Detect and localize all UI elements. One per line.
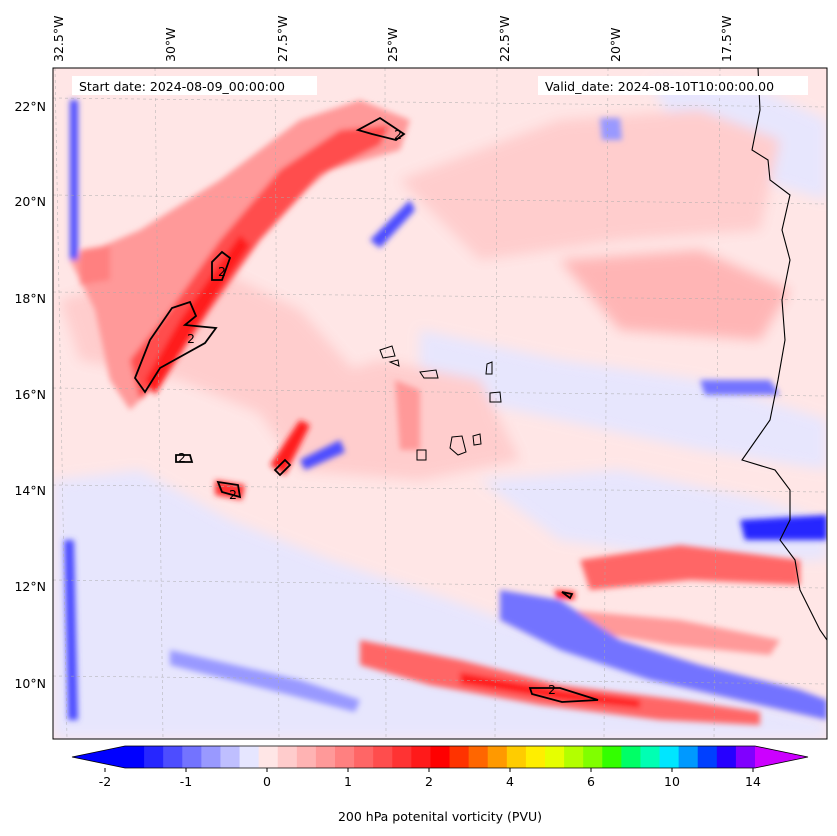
contour-label: 2 [187, 331, 195, 346]
contour-label: 2 [229, 487, 237, 502]
colorbar-swatch [144, 746, 164, 768]
lat-tick-label: 16°N [14, 387, 46, 402]
colorbar-swatch [373, 746, 393, 768]
start-date-box: Start date: 2024-08-09_00:00:00 [72, 76, 317, 95]
colorbar-tick-label: 4 [506, 774, 514, 789]
map-gridlines [53, 68, 827, 739]
colorbar-swatch [182, 746, 202, 768]
colorbar-swatch [602, 746, 622, 768]
colorbar-swatch [468, 746, 489, 768]
colorbar-tick-label: 14 [745, 774, 761, 789]
colorbar-swatch [239, 746, 260, 768]
colorbar-min-extend [72, 746, 125, 768]
pv-field: 2 2 2 2 2 2 [53, 68, 827, 739]
colorbar-swatch [678, 746, 699, 768]
lon-tick-label: 27.5°W [275, 16, 290, 62]
colorbar-tick-label: -1 [180, 774, 192, 789]
colorbar-swatch [640, 746, 661, 768]
colorbar-swatch [621, 746, 641, 768]
islands [379, 345, 502, 461]
colorbar-swatch [220, 746, 241, 768]
start-date-text: Start date: 2024-08-09_00:00:00 [79, 79, 285, 94]
lon-tick-label: 25°W [385, 27, 400, 62]
lon-tick-label: 17.5°W [719, 16, 734, 62]
colorbar-swatch [315, 746, 336, 768]
colorbar-swatch [201, 746, 221, 768]
colorbar-tick-label: -2 [99, 774, 111, 789]
lon-tick-label: 22.5°W [497, 16, 512, 62]
lat-tick-label: 14°N [14, 483, 46, 498]
colorbar-swatch [506, 746, 527, 768]
contour-label: 2 [548, 682, 556, 697]
lon-tick-label: 20°W [608, 27, 623, 62]
colorbar-swatch [716, 746, 737, 768]
latitude-tick-labels: 22°N 20°N 18°N 16°N 14°N 12°N 10°N [14, 99, 46, 691]
contour-label: 2 [218, 264, 226, 279]
colorbar-max-extend [755, 746, 808, 768]
colorbar-tick-label: 10 [664, 774, 680, 789]
colorbar-swatch [735, 746, 756, 768]
contour-label: 2 [394, 127, 402, 142]
colorbar-swatch [525, 746, 546, 768]
contour-labels: 2 2 2 2 2 2 [178, 127, 556, 697]
colorbar-swatch [583, 746, 603, 768]
colorbar-swatch [430, 746, 451, 768]
colorbar-label: 200 hPa potenital vorticity (PVU) [338, 809, 542, 824]
lat-tick-label: 22°N [14, 99, 46, 114]
lat-tick-label: 12°N [14, 579, 46, 594]
colorbar-tick-label: 2 [425, 774, 433, 789]
pv2-contours [133, 116, 599, 703]
colorbar-tick-label: 1 [344, 774, 352, 789]
colorbar-swatch [449, 746, 470, 768]
contour-label: 2 [178, 450, 186, 465]
lat-tick-label: 18°N [14, 291, 46, 306]
colorbar-swatch [659, 746, 680, 768]
colorbar-swatch [564, 746, 584, 768]
lon-tick-label: 32.5°W [51, 16, 66, 62]
colorbar-swatch [411, 746, 431, 768]
longitude-tick-labels: 32.5°W 30°W 27.5°W 25°W 22.5°W 20°W 17.5°W [51, 16, 734, 62]
colorbar-swatch [487, 746, 508, 768]
colorbar-outline [71, 745, 809, 769]
colorbar-swatch [545, 746, 565, 768]
colorbar-tick-label: 0 [263, 774, 271, 789]
colorbar-swatch [258, 746, 279, 768]
valid-date-box: Valid_date: 2024-08-10T10:00:00.00 [538, 76, 808, 95]
map-frame [52, 67, 828, 740]
lon-tick-label: 30°W [163, 27, 178, 62]
colorbar-swatch [163, 746, 183, 768]
lat-tick-label: 10°N [14, 676, 46, 691]
colorbar-swatch [392, 746, 412, 768]
lat-tick-label: 20°N [14, 194, 46, 209]
colorbar-tick-label: 6 [587, 774, 595, 789]
colorbar-swatch [296, 746, 317, 768]
colorbar: -2 -1 0 1 2 4 6 10 14 [71, 745, 809, 789]
colorbar-swatch [335, 746, 355, 768]
valid-date-text: Valid_date: 2024-08-10T10:00:00.00 [545, 79, 774, 94]
colorbar-swatch [277, 746, 298, 768]
colorbar-swatch [354, 746, 374, 768]
coastline [741, 68, 827, 641]
colorbar-swatch [125, 746, 145, 768]
colorbar-swatch [697, 746, 718, 768]
